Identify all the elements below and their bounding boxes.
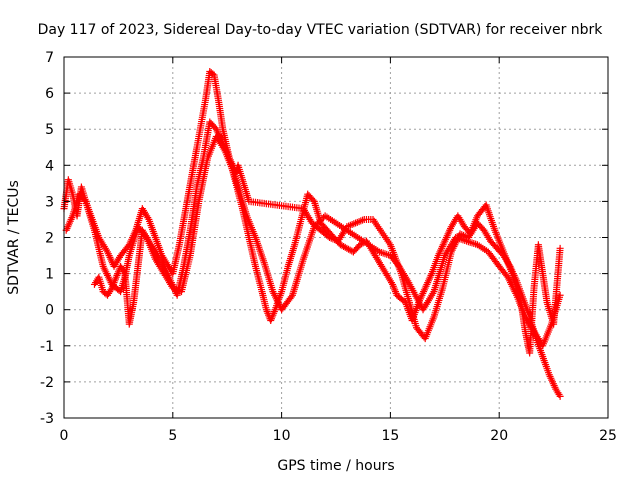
- x-tick-label: 15: [381, 428, 399, 444]
- data-point-marker: [315, 218, 323, 226]
- y-tick-label: -2: [40, 375, 54, 391]
- y-tick-label: 2: [45, 231, 54, 247]
- y-tick-label: 1: [45, 267, 54, 283]
- data-point-marker: [468, 239, 476, 247]
- data-point-marker: [556, 392, 564, 400]
- data-point-marker: [318, 215, 326, 223]
- y-tick-label: 5: [45, 122, 54, 138]
- data-point-marker: [316, 216, 324, 224]
- x-tick-label: 10: [273, 428, 291, 444]
- y-tick-label: 7: [45, 50, 54, 66]
- data-point-marker: [556, 244, 564, 252]
- series-track-c: [90, 118, 564, 357]
- x-tick-label: 0: [60, 428, 69, 444]
- grid-lines: [64, 57, 608, 418]
- chart-title: Day 117 of 2023, Sidereal Day-to-day VTE…: [38, 22, 604, 38]
- x-tick-label: 20: [490, 428, 508, 444]
- data-points: [60, 67, 564, 400]
- data-point-marker: [80, 196, 88, 204]
- y-axis-label: SDTVAR / TECUs: [6, 180, 22, 295]
- data-point-marker: [556, 291, 564, 299]
- x-tick-label: 5: [168, 428, 177, 444]
- y-tick-label: -3: [40, 411, 54, 427]
- data-point-marker: [381, 250, 389, 258]
- y-tick-label: 4: [45, 158, 54, 174]
- axis-ticks: 0 5 10 15 20 25 -3 -2 -1 0 1 2 3 4 5 6 7: [40, 50, 617, 444]
- data-point-marker: [287, 293, 295, 301]
- y-tick-label: 3: [45, 194, 54, 210]
- series-track-b: [62, 132, 564, 350]
- x-tick-label: 25: [599, 428, 617, 444]
- data-point-marker: [466, 238, 474, 246]
- y-tick-label: 0: [45, 303, 54, 319]
- x-axis-label: GPS time / hours: [277, 458, 394, 474]
- y-tick-label: 6: [45, 86, 54, 102]
- y-tick-label: -1: [40, 339, 54, 355]
